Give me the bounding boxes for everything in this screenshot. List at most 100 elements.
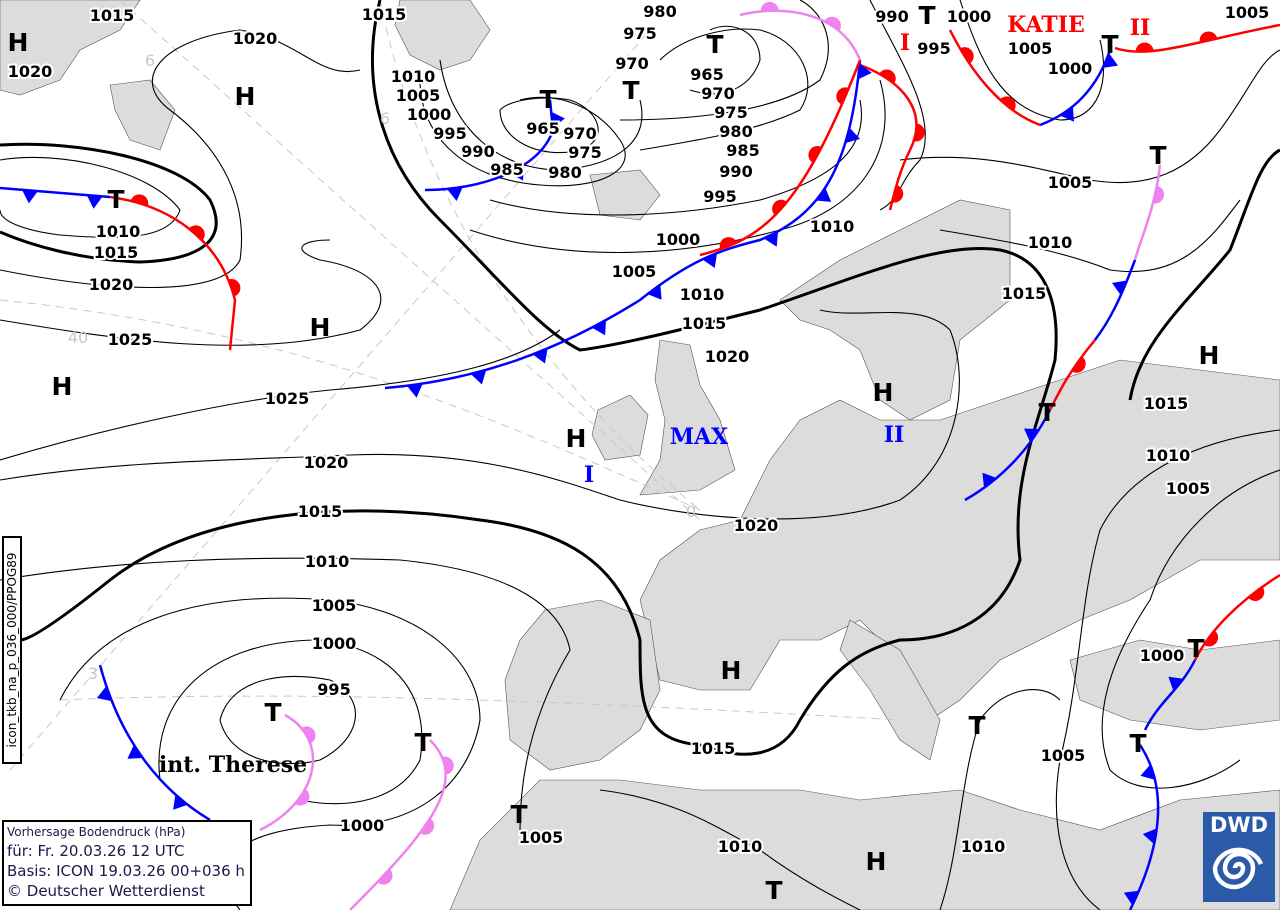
cold-front-triangle	[1123, 890, 1139, 906]
cold-front-triangle	[1102, 53, 1119, 68]
isobar-label: 975	[623, 24, 656, 43]
isobar-label: 990	[875, 7, 908, 26]
low-pressure-label: T	[539, 85, 556, 114]
isobar-label: 990	[719, 162, 752, 181]
high-pressure-label: H	[52, 372, 73, 401]
isobar-label: 1000	[1048, 59, 1093, 78]
grid-labels: 6 6 40 0 3	[68, 51, 696, 683]
low-pressure-label: T	[1101, 30, 1118, 59]
isobar-label: 1000	[1140, 646, 1185, 665]
isobar-label: 1025	[265, 389, 310, 408]
isobar-label: 1010	[680, 285, 725, 304]
iceland	[394, 0, 491, 71]
occlusion-symbol	[442, 756, 454, 775]
cold-front-se-2	[1128, 744, 1160, 910]
isobar-label: 1005	[396, 86, 441, 105]
cold-front-triangle	[1142, 828, 1157, 845]
warm-front-semicircle	[228, 278, 241, 297]
isobar-label: 980	[548, 163, 581, 182]
grid-lines	[0, 0, 901, 771]
product-label-box: icon_tkb_na_p_036_000/PPOG89	[2, 536, 22, 764]
ireland	[591, 394, 649, 461]
spiral-icon	[1212, 847, 1264, 890]
isobar-label: 995	[703, 187, 736, 206]
isobar-label: 1000	[407, 105, 452, 124]
isobar-label: 1020	[8, 62, 53, 81]
warm-front-semicircle	[719, 237, 737, 250]
warm-front-semicircle	[914, 123, 925, 142]
occlusion-symbol	[1153, 185, 1165, 204]
cold-front-triangle	[86, 195, 103, 209]
isobar-label: 970	[563, 124, 596, 143]
isobar-label: 1005	[612, 262, 657, 281]
isobar-label: 980	[719, 122, 752, 141]
isobar-label: 1015	[682, 314, 727, 333]
occlusion-north	[739, 9, 862, 61]
occlusion-symbol	[377, 869, 393, 885]
isobar-label: 1015	[691, 739, 736, 758]
isobar-label: 1000	[656, 230, 701, 249]
isobar-label: 1010	[961, 837, 1006, 856]
warm-front-semicircle	[891, 184, 904, 203]
isobar-label: 1010	[391, 67, 436, 86]
warm-front-semicircle	[1071, 356, 1086, 373]
warm-front-semicircle	[959, 47, 974, 64]
low-pressure-label: T	[1038, 398, 1055, 427]
warm-front-semicircle	[1135, 42, 1154, 52]
logo-text: DWD	[1209, 813, 1269, 837]
italy	[839, 619, 941, 761]
warm-front-east	[1048, 339, 1096, 411]
warm-front-katie-2	[948, 29, 1041, 127]
warm-front-ne	[1114, 23, 1280, 53]
iberia	[504, 599, 661, 771]
low-pressure-label: T	[1149, 141, 1166, 170]
grid-label: 0	[686, 502, 696, 521]
grid-label: 6	[145, 51, 155, 70]
isobar-label: 995	[917, 39, 950, 58]
cold-front-triangle	[21, 189, 38, 204]
cold-front-triangle	[702, 253, 717, 269]
high-pressure-label: H	[721, 656, 742, 685]
grid-label: 6	[380, 109, 390, 128]
isobar-label: 1015	[1144, 394, 1189, 413]
isobar-label: 985	[490, 160, 523, 179]
warm-front-semicircle	[1203, 630, 1219, 647]
warm-front-semicircle	[999, 96, 1016, 112]
cold-front-triangle	[96, 686, 112, 702]
cold-front-triangle	[127, 744, 143, 759]
isobar-label: 1000	[340, 816, 385, 835]
isobar-label: 965	[690, 65, 723, 84]
cold-front-triangle	[446, 186, 463, 201]
high-pressure-label: H	[873, 378, 894, 407]
low-pressure-label: T	[1129, 729, 1146, 758]
cold-front-se-1	[1143, 659, 1197, 731]
isobar-label: 975	[714, 103, 747, 122]
occlusion-symbol	[760, 1, 779, 12]
isobar-label: 1005	[312, 596, 357, 615]
low-pressure-label: T	[968, 711, 985, 740]
isobar-label: 1020	[705, 347, 750, 366]
isobar-label: 1000	[312, 634, 357, 653]
cold-front-triangle	[406, 383, 423, 398]
high-pressure-label: H	[1199, 341, 1220, 370]
warm-front-semicircle	[1248, 586, 1265, 601]
occlusion-symbol	[301, 726, 316, 744]
system-name: II	[884, 422, 905, 448]
warm-front-semicircle	[808, 146, 822, 163]
low-pressure-label: T	[1187, 634, 1204, 663]
isobar-label: 1015	[1002, 284, 1047, 303]
baffin-coast	[109, 79, 176, 151]
cold-front-triangle	[1112, 280, 1128, 296]
occlusion-east	[1133, 164, 1162, 261]
cold-front-atlantic	[384, 59, 862, 390]
low-pressure-label: T	[706, 30, 723, 59]
system-name: MAX	[670, 424, 729, 450]
cold-front-triangle	[1168, 676, 1184, 692]
system-name: I	[900, 30, 910, 56]
isobar-label: 1020	[304, 453, 349, 472]
greenland	[0, 0, 141, 96]
cold-front-triangle	[982, 472, 997, 488]
